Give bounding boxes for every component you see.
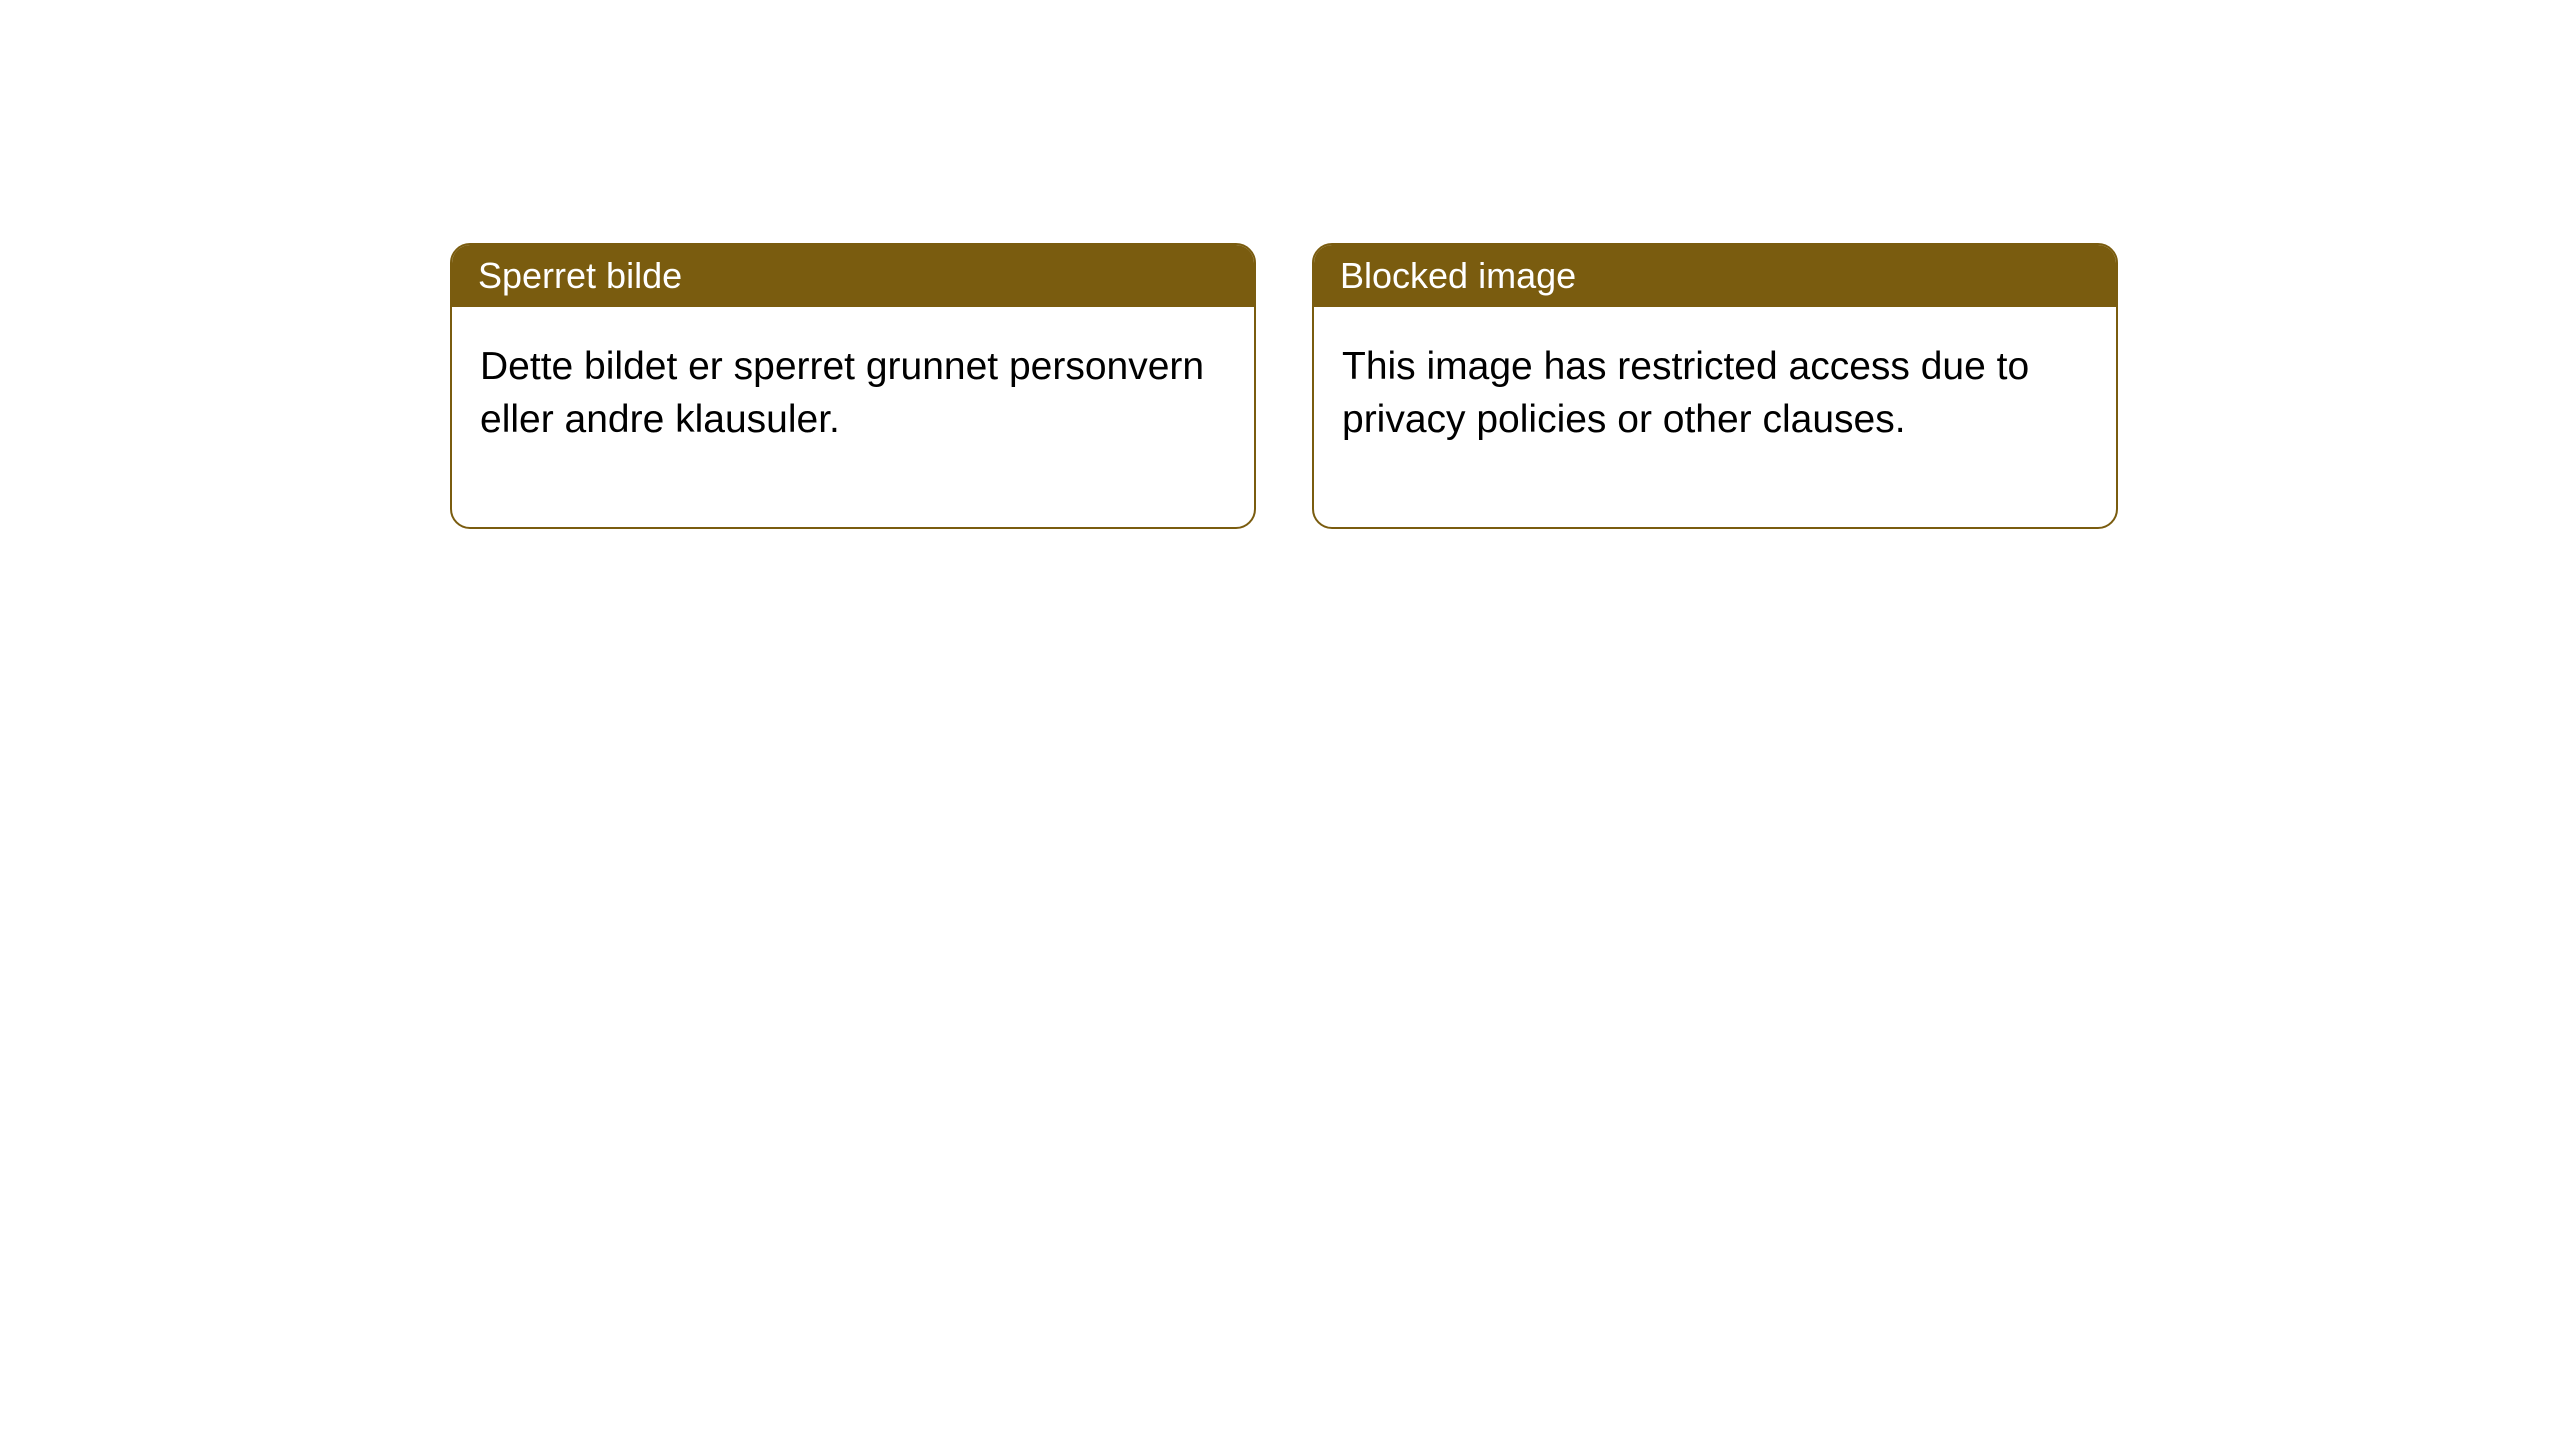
blocked-image-card-norwegian: Sperret bilde Dette bildet er sperret gr…: [450, 243, 1256, 529]
notice-cards-container: Sperret bilde Dette bildet er sperret gr…: [450, 243, 2118, 529]
card-header-norwegian: Sperret bilde: [452, 245, 1254, 307]
blocked-image-card-english: Blocked image This image has restricted …: [1312, 243, 2118, 529]
card-body-text-norwegian: Dette bildet er sperret grunnet personve…: [480, 345, 1204, 441]
card-body-norwegian: Dette bildet er sperret grunnet personve…: [452, 307, 1254, 527]
card-title-english: Blocked image: [1340, 255, 1576, 296]
card-body-text-english: This image has restricted access due to …: [1342, 345, 2029, 441]
card-body-english: This image has restricted access due to …: [1314, 307, 2116, 527]
card-header-english: Blocked image: [1314, 245, 2116, 307]
card-title-norwegian: Sperret bilde: [478, 255, 682, 296]
